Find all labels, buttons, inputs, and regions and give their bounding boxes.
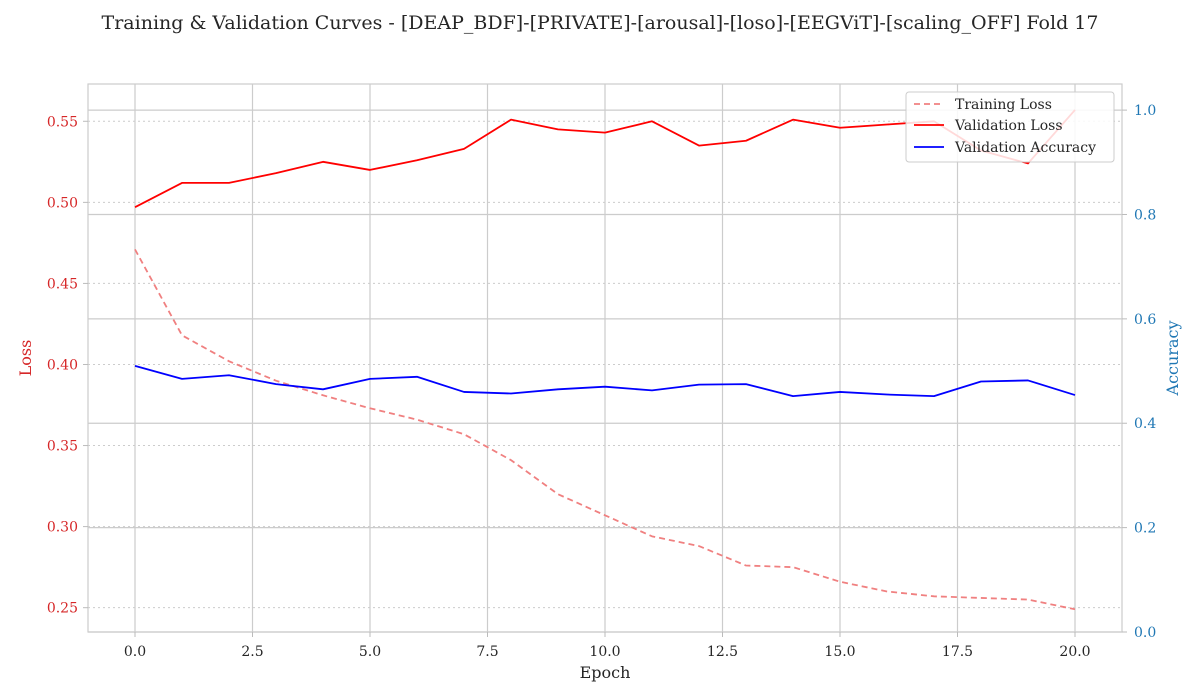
left-tick-label: 0.50: [47, 195, 78, 211]
x-tick-label: 10.0: [589, 644, 620, 660]
right-tick-label: 0.6: [1134, 312, 1156, 328]
legend-label-validation-loss: Validation Loss: [954, 118, 1063, 134]
right-tick-label: 1.0: [1134, 103, 1156, 119]
x-axis-label: Epoch: [580, 663, 631, 682]
left-tick-label: 0.35: [47, 439, 78, 455]
left-tick-label: 0.30: [47, 520, 78, 536]
left-tick-label: 0.40: [47, 357, 78, 373]
validation-accuracy-line: [134, 364, 1076, 398]
grid-layer: [88, 84, 1122, 633]
chart-title: Training & Validation Curves - [DEAP_BDF…: [102, 12, 1099, 34]
legend: Training Loss Validation Loss Validation…: [905, 91, 1115, 163]
tick-layer: 0.0 2.5 5.0 7.5 10.0 12.5 15.0 17.5 20.0 0.25 0.30…: [47, 103, 1157, 660]
legend-box: [905, 91, 1115, 163]
x-tick-label: 2.5: [241, 644, 263, 660]
left-tick-label: 0.25: [47, 601, 78, 617]
x-tick-label: 20.0: [1059, 644, 1090, 660]
right-tick-label: 0.0: [1134, 625, 1156, 641]
right-tick-label: 0.4: [1134, 416, 1156, 432]
x-tick-label: 17.5: [942, 644, 973, 660]
x-tick-label: 12.5: [707, 644, 738, 660]
left-tick-label: 0.55: [47, 114, 78, 130]
right-tick-label: 0.2: [1134, 521, 1156, 537]
x-tick-label: 0.0: [124, 644, 146, 660]
legend-label-validation-accuracy: Validation Accuracy: [954, 140, 1096, 156]
left-tick-label: 0.45: [47, 276, 78, 292]
right-tick-label: 0.8: [1134, 207, 1156, 223]
legend-label-training-loss: Training Loss: [955, 97, 1052, 113]
training-loss-line: [134, 248, 1076, 611]
right-axis-label: Accuracy: [1163, 321, 1182, 397]
x-tick-label: 5.0: [359, 644, 381, 660]
left-axis-label: Loss: [16, 340, 35, 377]
x-tick-label: 7.5: [476, 644, 498, 660]
x-tick-label: 15.0: [824, 644, 855, 660]
